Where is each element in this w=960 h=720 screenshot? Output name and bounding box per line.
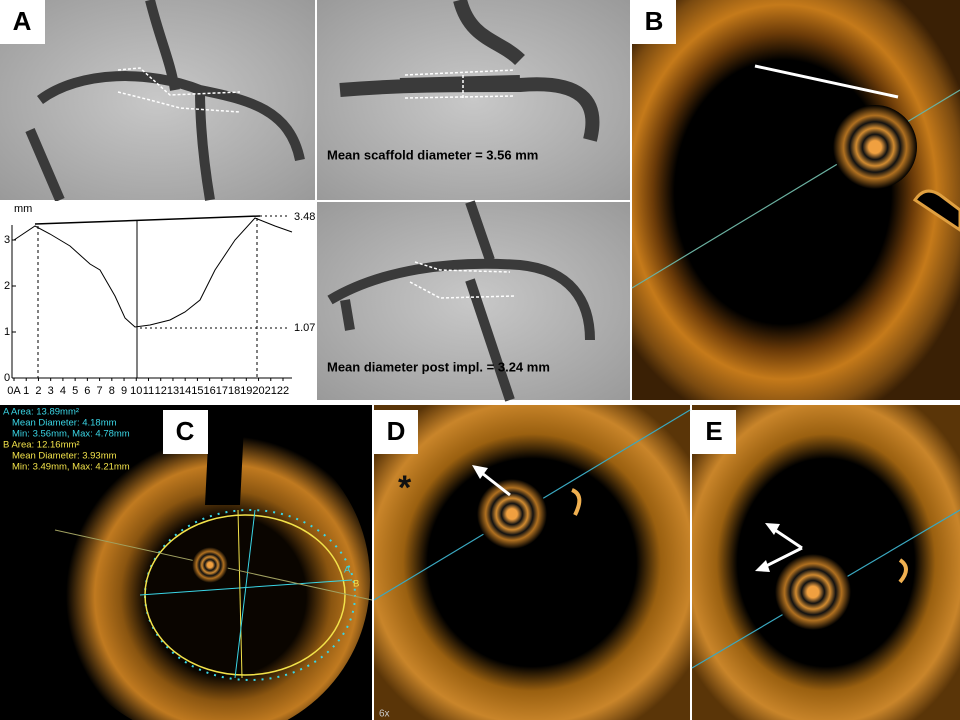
measurement-text: Min: 3.56mm, Max: 4.78mm <box>12 429 130 440</box>
arrow-head <box>472 465 488 479</box>
panel-label: C <box>176 416 195 446</box>
vessel-contour <box>404 69 516 100</box>
diameter-curve <box>13 217 293 328</box>
x-tick-label: 6 <box>84 385 90 397</box>
x-tick-label: 9 <box>121 385 127 397</box>
x-tick-label: 13 <box>167 385 179 397</box>
contour-marker: A <box>344 565 351 576</box>
measure-line <box>754 64 899 99</box>
oct-image <box>632 0 960 400</box>
label-box <box>632 0 676 44</box>
x-tick-label: 17 <box>216 385 228 397</box>
catheter <box>833 105 917 189</box>
x-tick-label: 4 <box>60 385 66 397</box>
x-tick-label: 10 <box>130 385 142 397</box>
label-box <box>0 0 45 44</box>
guidewire <box>912 189 960 232</box>
contour-marker: B <box>353 579 359 590</box>
diameter-line <box>237 509 243 679</box>
x-tick-label: 11 <box>143 385 154 397</box>
catheter <box>192 547 228 583</box>
measurement-text: B Area: 12.16mm² <box>3 440 80 451</box>
x-tick-label: 1 <box>23 385 29 397</box>
plot-background <box>0 201 315 400</box>
panel-label: E <box>705 416 722 446</box>
vessel <box>339 0 600 142</box>
y-tick-label: 3 <box>4 234 10 246</box>
magnification: 6x <box>379 709 390 720</box>
y-tick-label: 0 <box>4 372 10 384</box>
y-tick-label: 1 <box>4 326 10 338</box>
measurement-text: Mean Diameter: 3.93mm <box>12 451 117 462</box>
x-tick-label: 2 <box>35 385 41 397</box>
x-tick-label: 19 <box>240 385 252 397</box>
arrow-head <box>755 523 780 572</box>
x-tick-label: 7 <box>97 385 103 397</box>
min-label: 1.07 <box>294 322 315 334</box>
oct-image <box>374 405 690 720</box>
label-box <box>163 410 208 454</box>
reference-line <box>34 215 261 225</box>
x-tick-label: 21 <box>265 385 277 397</box>
max-label: 3.48 <box>294 211 315 223</box>
label-box <box>374 410 418 454</box>
x-tick-label: 5 <box>72 385 78 397</box>
shadow <box>205 405 245 505</box>
arrow <box>761 526 803 570</box>
vessel <box>25 0 305 202</box>
axis-unit: mm <box>14 203 32 215</box>
x-tick-label: 18 <box>228 385 240 397</box>
catheter <box>477 479 547 549</box>
x-tick-label: 20 <box>252 385 264 397</box>
x-tick-label: 16 <box>204 385 216 397</box>
label-box <box>692 410 736 454</box>
panel-label: A <box>13 6 32 36</box>
lumen-contour-a <box>144 509 356 681</box>
panel-label: B <box>645 6 664 36</box>
x-tick-label: 14 <box>179 385 191 397</box>
catheter <box>775 554 851 630</box>
measurement-text: Mean Diameter: 4.18mm <box>12 418 117 429</box>
x-tick-label: 8 <box>109 385 115 397</box>
x-tick-label: 22 <box>277 385 289 397</box>
guidewire <box>571 488 582 516</box>
caption: Mean scaffold diameter = 3.56 mm <box>327 147 538 162</box>
x-tick-label: 3 <box>48 385 54 397</box>
caption: Mean diameter post impl. = 3.24 mm <box>327 359 550 374</box>
y-tick-label: 2 <box>4 280 10 292</box>
guidewire <box>898 558 908 584</box>
x-tick-label: 15 <box>191 385 203 397</box>
vessel <box>327 200 595 402</box>
measurement-text: Min: 3.49mm, Max: 4.21mm <box>12 462 130 473</box>
x-tick-label: 0A <box>7 385 21 397</box>
vessel-contour <box>117 67 241 113</box>
x-tick-label: 12 <box>155 385 167 397</box>
asterisk: * <box>398 469 412 507</box>
measurement-text: A Area: 13.89mm² <box>3 407 79 418</box>
diameter-line <box>234 509 256 679</box>
panel-label: D <box>387 416 406 446</box>
vessel-contour <box>409 261 516 299</box>
